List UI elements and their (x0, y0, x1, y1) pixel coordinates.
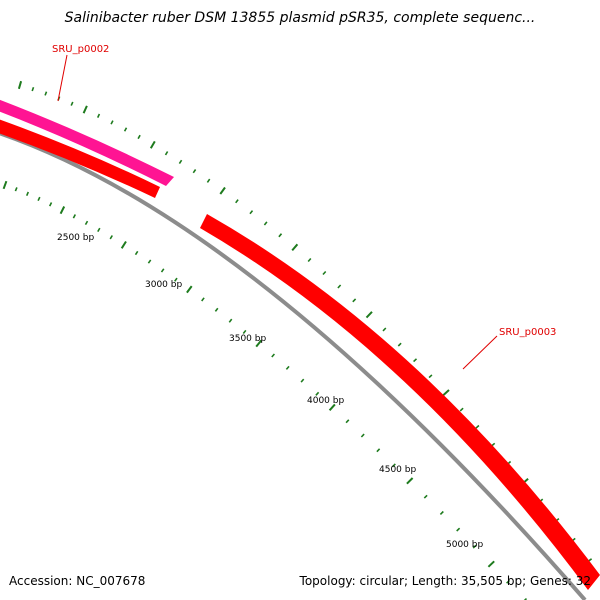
inner-tick (376, 448, 381, 453)
inner-tick (214, 307, 219, 312)
outer-tick (459, 407, 464, 412)
scale-label-3000: 3000 bp (145, 280, 182, 290)
sru-p0003-callout-line (462, 335, 498, 370)
outer-tick (442, 389, 450, 397)
outer-tick (291, 243, 299, 252)
outer-tick (70, 101, 74, 106)
outer-tick (206, 178, 211, 183)
gene-arrow-sru-p0002-pink[interactable] (0, 96, 174, 186)
plasmid-backbone (0, 131, 587, 600)
inner-tick (423, 494, 428, 499)
inner-tick (2, 180, 8, 190)
map-title: Salinibacter ruber DSM 13855 plasmid pSR… (64, 10, 536, 26)
scale-label-2500: 2500 bp (57, 233, 94, 243)
topology-summary-text: Topology: circular; Length: 35,505 bp; G… (299, 574, 591, 588)
inner-tick (360, 433, 365, 438)
inner-tick (14, 187, 18, 192)
inner-tick (37, 196, 41, 202)
outer-tick (263, 221, 268, 226)
inner-tick (472, 544, 477, 549)
inner-tick (201, 297, 205, 302)
sru-p0002-label[interactable]: SRU_p0002 (52, 44, 109, 55)
inner-tick (59, 206, 66, 215)
inner-tick (328, 403, 336, 411)
outer-tick (123, 127, 128, 132)
scale-label-4000: 4000 bp (307, 396, 344, 406)
sru-p0002-callout-line (57, 54, 68, 102)
inner-tick (186, 285, 193, 294)
inner-tick (285, 365, 290, 370)
inner-tick (160, 268, 165, 273)
outer-tick (307, 257, 312, 263)
outer-tick (322, 270, 327, 276)
inner-tick (48, 202, 53, 207)
outer-tick (428, 374, 433, 379)
inner-tick (406, 477, 414, 485)
inner-tick (456, 527, 461, 532)
outer-tick (178, 159, 183, 165)
inner-tick (84, 220, 89, 225)
inner-tick (487, 560, 495, 568)
inner-tick (25, 191, 30, 197)
outer-tick (249, 210, 254, 215)
outer-tick (278, 233, 283, 238)
inner-tick (523, 598, 528, 600)
inner-tick (315, 391, 320, 396)
outer-tick (82, 105, 88, 114)
outer-tick (149, 140, 156, 149)
outer-tick (397, 342, 402, 347)
gene-arrow-sru-p0003[interactable] (200, 214, 600, 590)
scale-label-5000: 5000 bp (446, 540, 483, 550)
outer-tick (382, 327, 387, 332)
inner-tick (391, 463, 396, 468)
inner-tick (506, 579, 511, 584)
scale-label-4500: 4500 bp (379, 465, 416, 475)
inner-tick (72, 214, 77, 219)
inner-tick (109, 235, 113, 240)
outer-tick (17, 80, 23, 90)
sru-p0003-label[interactable]: SRU_p0003 (499, 327, 556, 338)
outer-tick (31, 86, 35, 92)
outer-tick (96, 113, 101, 118)
inner-tick (439, 510, 444, 515)
outer-tick (137, 134, 141, 140)
accession-text: Accession: NC_007678 (9, 574, 146, 588)
inner-tick (300, 378, 305, 383)
scale-label-3500: 3500 bp (229, 334, 266, 344)
inner-tick (147, 259, 152, 264)
inner-tick (174, 277, 178, 282)
inner-tick (255, 339, 263, 348)
inner-tick (120, 240, 127, 249)
outer-tick (44, 91, 48, 96)
inner-tick (271, 353, 276, 358)
inner-tick (228, 318, 233, 323)
outer-tick (235, 199, 239, 204)
outer-tick (192, 169, 197, 174)
inner-tick (97, 227, 101, 232)
outer-tick (337, 284, 342, 289)
outer-tick (413, 358, 418, 363)
outer-tick (365, 311, 373, 319)
outer-tick (219, 186, 226, 195)
inner-tick (242, 329, 247, 335)
outer-tick (475, 424, 480, 429)
outer-tick (110, 120, 114, 125)
gene-arrow-red-left[interactable] (0, 116, 160, 198)
inner-tick-ring (2, 180, 528, 600)
inner-tick (134, 250, 139, 256)
outer-tick (164, 151, 169, 156)
outer-tick (352, 298, 357, 303)
inner-tick (345, 419, 350, 424)
